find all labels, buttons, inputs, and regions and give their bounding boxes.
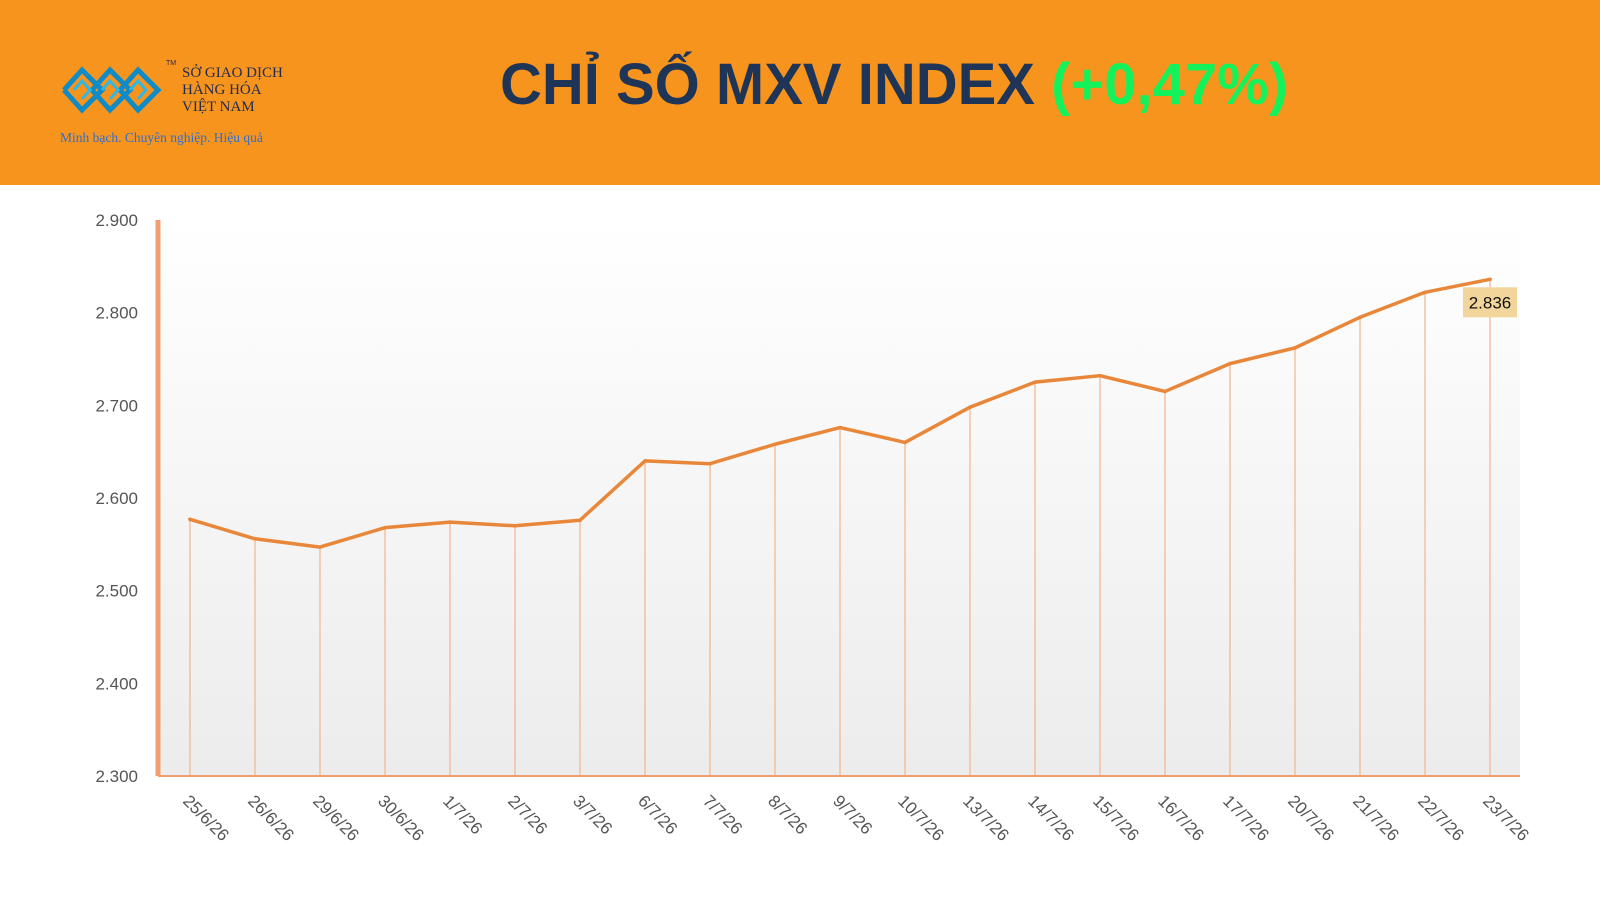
data-point bbox=[1358, 315, 1362, 320]
x-tick-label: 14/7/26 bbox=[1024, 791, 1078, 845]
mxv-logo: TM SỞ GIAO DỊCH HÀNG HÓA VIỆT NAM Minh b… bbox=[58, 58, 318, 158]
x-tick-label: 10/7/26 bbox=[894, 791, 948, 845]
y-tick-label: 2.600 bbox=[95, 489, 138, 508]
data-point bbox=[643, 459, 647, 463]
x-tick-label: 13/7/26 bbox=[959, 791, 1013, 845]
x-tick-label: 22/7/26 bbox=[1414, 791, 1468, 845]
mxv-index-chart: 2.300 2.400 2.500 2.600 2.700 2.800 2.900 25/6/… bbox=[95, 211, 1533, 845]
data-point bbox=[1098, 373, 1102, 378]
logo-line-2: HÀNG HÓA bbox=[182, 82, 262, 98]
y-tick-label: 2.400 bbox=[95, 674, 138, 693]
data-point bbox=[318, 545, 322, 549]
data-point bbox=[968, 405, 972, 409]
data-point bbox=[188, 517, 192, 522]
logo-line-1: SỞ GIAO DỊCH bbox=[182, 65, 283, 81]
mxv-logo-icon bbox=[62, 66, 162, 114]
x-tick-label: 26/6/26 bbox=[244, 791, 298, 845]
x-tick-label: 2/7/26 bbox=[504, 791, 551, 838]
x-tick-label: 3/7/26 bbox=[569, 791, 616, 838]
data-point bbox=[1228, 361, 1232, 366]
data-point bbox=[838, 425, 842, 430]
x-tick-label: 6/7/26 bbox=[634, 791, 681, 838]
data-point bbox=[253, 536, 257, 541]
x-tick-label: 23/7/26 bbox=[1479, 791, 1533, 845]
x-tick-label: 21/7/26 bbox=[1349, 791, 1403, 845]
x-tick-label: 7/7/26 bbox=[699, 791, 746, 838]
y-tick-label: 2.700 bbox=[95, 396, 138, 415]
x-tick-label: 1/7/26 bbox=[439, 791, 486, 838]
title-main: CHỈ SỐ MXV INDEX bbox=[500, 52, 1052, 117]
x-tick-label: 9/7/26 bbox=[829, 791, 876, 838]
y-tick-label: 2.300 bbox=[95, 767, 138, 786]
data-point bbox=[708, 461, 712, 466]
data-point bbox=[1033, 380, 1037, 384]
data-point bbox=[578, 518, 582, 523]
data-point bbox=[903, 440, 907, 445]
header-banner: TM SỞ GIAO DỊCH HÀNG HÓA VIỆT NAM Minh b… bbox=[0, 0, 1600, 185]
x-tick-label: 25/6/26 bbox=[179, 791, 233, 845]
data-point bbox=[773, 442, 777, 447]
data-point bbox=[1423, 290, 1427, 295]
title-change-percent: (+0,47%) bbox=[1051, 52, 1289, 117]
data-point bbox=[513, 524, 517, 528]
data-point bbox=[1163, 389, 1167, 394]
logo-line-3: VIỆT NAM bbox=[182, 99, 255, 115]
data-point bbox=[1293, 346, 1297, 350]
x-tick-label: 29/6/26 bbox=[309, 791, 363, 845]
x-tick-label: 16/7/26 bbox=[1154, 791, 1208, 845]
y-tick-label: 2.900 bbox=[95, 211, 138, 230]
x-tick-label: 30/6/26 bbox=[374, 791, 428, 845]
callout-label: 2.836 bbox=[1469, 293, 1512, 312]
data-point bbox=[448, 520, 452, 524]
plot-background bbox=[158, 220, 1520, 776]
y-tick-label: 2.800 bbox=[95, 304, 138, 323]
callout-box bbox=[1463, 287, 1517, 318]
y-tick-label: 2.500 bbox=[95, 582, 138, 601]
data-point bbox=[383, 525, 387, 530]
x-tick-label: 20/7/26 bbox=[1284, 791, 1338, 845]
trademark-mark: TM bbox=[166, 60, 177, 67]
x-tick-label: 17/7/26 bbox=[1219, 791, 1273, 845]
x-tick-label: 15/7/26 bbox=[1089, 791, 1143, 845]
page-title: CHỈ SỐ MXV INDEX (+0,47%) bbox=[500, 50, 1288, 120]
logo-slogan: Minh bạch. Chuyên nghiệp. Hiệu quả bbox=[60, 130, 263, 145]
x-tick-label: 8/7/26 bbox=[764, 791, 811, 838]
data-point bbox=[1488, 277, 1492, 282]
